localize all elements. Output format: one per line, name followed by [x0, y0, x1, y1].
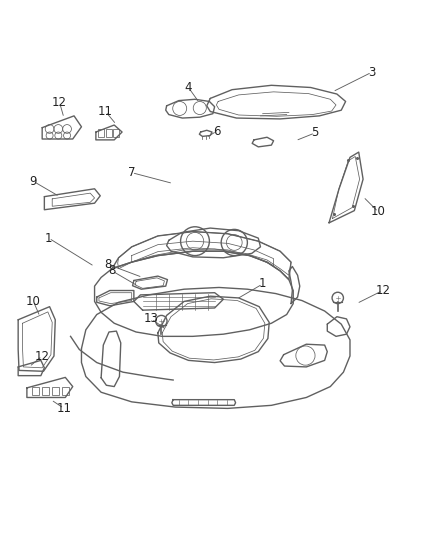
- Text: 7: 7: [128, 166, 135, 179]
- Text: 4: 4: [185, 81, 192, 94]
- Bar: [52, 387, 59, 395]
- Bar: [32, 387, 39, 395]
- Text: 12: 12: [52, 96, 67, 109]
- Bar: [98, 130, 104, 138]
- Text: 1: 1: [45, 232, 53, 245]
- Text: 10: 10: [371, 205, 386, 219]
- Bar: [42, 387, 49, 395]
- Text: 13: 13: [144, 312, 159, 325]
- Text: 5: 5: [311, 126, 319, 140]
- Text: 10: 10: [26, 295, 41, 308]
- Bar: [62, 387, 69, 395]
- Text: 1: 1: [259, 278, 266, 290]
- Text: 12: 12: [375, 284, 390, 297]
- Text: 9: 9: [30, 175, 37, 188]
- Text: 6: 6: [213, 125, 221, 138]
- Bar: [113, 130, 120, 138]
- Text: 8: 8: [104, 258, 111, 271]
- Bar: [106, 130, 112, 138]
- Text: 11: 11: [98, 105, 113, 118]
- Text: 11: 11: [57, 402, 71, 415]
- Text: 8: 8: [108, 264, 116, 277]
- Text: 3: 3: [368, 66, 375, 79]
- Text: 12: 12: [35, 350, 49, 362]
